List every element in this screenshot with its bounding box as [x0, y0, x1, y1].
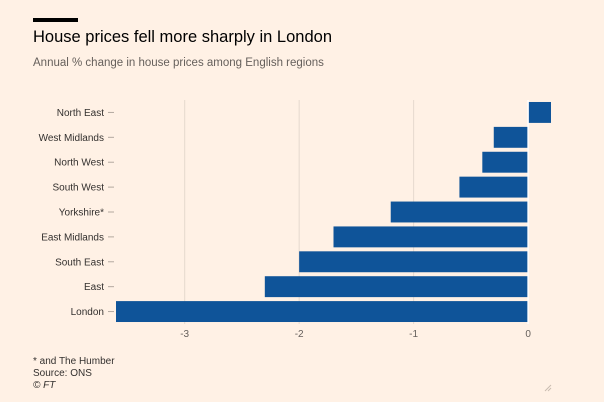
bar: [116, 301, 529, 323]
category-label: London: [71, 307, 104, 318]
category-label: North East: [57, 108, 104, 119]
bar: [459, 176, 529, 198]
bar: [390, 201, 529, 223]
x-tick-label: -2: [295, 329, 304, 340]
category-label: South West: [52, 183, 104, 194]
bar: [299, 251, 529, 273]
source-note: Source: ONS: [33, 368, 92, 379]
x-tick-label: -3: [180, 329, 189, 340]
category-label: East Midlands: [41, 232, 104, 243]
category-label: South East: [55, 257, 104, 268]
bar: [482, 151, 529, 173]
top-rule: [33, 18, 78, 22]
bar: [264, 276, 529, 298]
bar: [333, 226, 529, 248]
footnotes: * and The Humber Source: ONS © FT: [33, 356, 115, 392]
x-tick-label: 0: [525, 329, 531, 340]
category-label: West Midlands: [39, 133, 104, 144]
bar: [528, 101, 551, 123]
ft-credit: © FT: [33, 380, 56, 391]
category-label: East: [84, 282, 104, 293]
chart-title: House prices fell more sharply in London: [33, 28, 332, 46]
x-tick-label: -1: [409, 329, 418, 340]
chart-subtitle: Annual % change in house prices among En…: [33, 57, 324, 69]
category-label: Yorkshire*: [59, 208, 104, 219]
category-label: North West: [54, 158, 104, 169]
resize-handle-icon[interactable]: [544, 384, 552, 392]
bar: [493, 126, 529, 148]
footnote-humber: * and The Humber: [33, 356, 115, 367]
